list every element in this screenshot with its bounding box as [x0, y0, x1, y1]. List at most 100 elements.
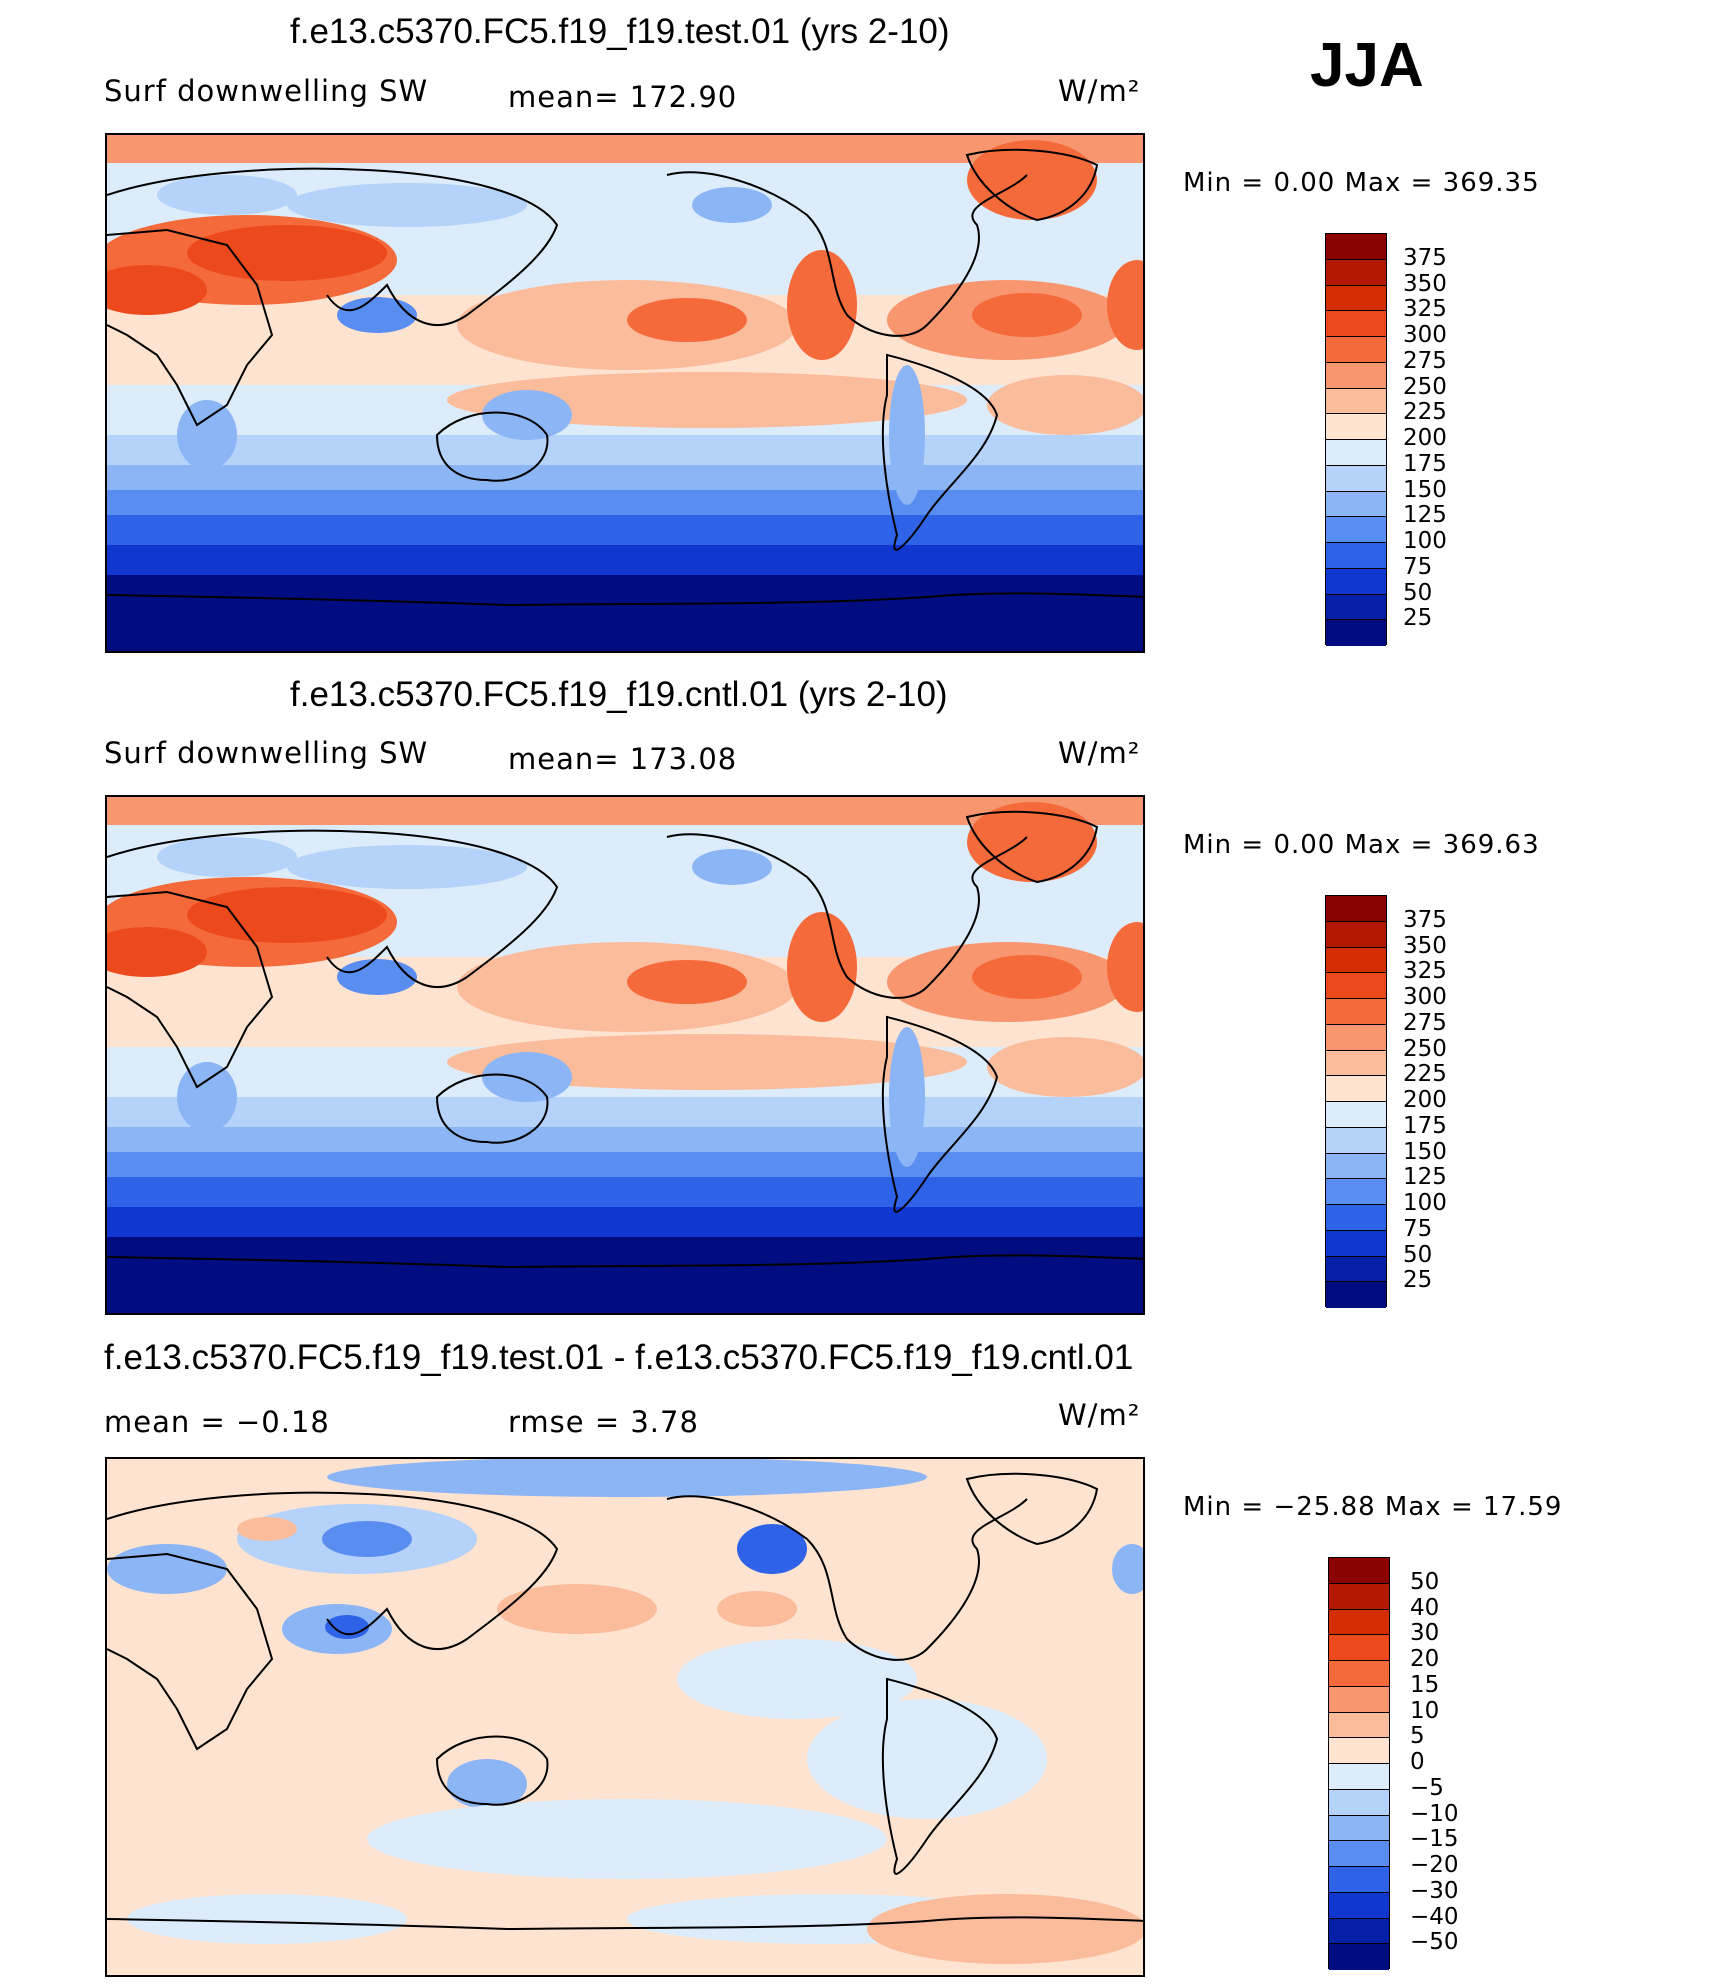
- colorbar-tick-label: 50: [1403, 1241, 1433, 1268]
- colorbar-swatch: [1326, 921, 1386, 948]
- colorbar-tick-label: 300: [1403, 322, 1447, 348]
- colorbar-swatch: [1329, 1867, 1389, 1893]
- colorbar-tick-label: 275: [1403, 347, 1447, 374]
- colorbar-swatch: [1326, 594, 1386, 621]
- colorbar-swatch: [1329, 1944, 1389, 1970]
- panel-top-variable: Surf downwelling SW: [104, 74, 429, 108]
- field-contour: [867, 1894, 1143, 1964]
- colorbar-tick-label: 200: [1403, 1087, 1447, 1113]
- colorbar-swatch: [1329, 1558, 1389, 1584]
- panel-top-mean: mean= 172.90: [508, 80, 738, 114]
- colorbar-swatch: [1329, 1738, 1389, 1764]
- colorbar-tick-label: 375: [1403, 906, 1447, 933]
- colorbar-swatch: [1329, 1686, 1389, 1713]
- panel-middle-units: W/m²: [1058, 736, 1141, 770]
- field-contour: [187, 225, 387, 281]
- colorbar-tick-label: −5: [1410, 1774, 1444, 1801]
- field-contour: [322, 1521, 412, 1557]
- field-band: [107, 575, 1143, 651]
- field-contour: [627, 960, 747, 1004]
- season-label: JJA: [1310, 31, 1424, 100]
- colorbar-tick-label: 40: [1410, 1594, 1440, 1621]
- colorbar-tick-label: 5: [1410, 1723, 1425, 1750]
- field-layer: [107, 1459, 1143, 1975]
- colorbar-swatch: [1326, 414, 1386, 440]
- panel-middle-mean: mean= 173.08: [508, 742, 738, 776]
- colorbar-tick-label: 325: [1403, 958, 1447, 985]
- field-contour: [287, 183, 527, 227]
- colorbar-top: [1325, 233, 1387, 646]
- colorbar-swatch: [1326, 973, 1386, 999]
- colorbar-swatch: [1326, 568, 1386, 595]
- colorbar-tick-label: −30: [1410, 1877, 1459, 1904]
- field-contour: [692, 187, 772, 223]
- field-contour: [737, 1524, 807, 1574]
- colorbar-tick-label: 100: [1403, 528, 1447, 554]
- panel-diff-units: W/m²: [1058, 1398, 1141, 1432]
- field-contour: [807, 1699, 1047, 1819]
- coastlines: [107, 810, 1143, 1269]
- field-contour: [497, 1584, 657, 1634]
- field-contour: [447, 1034, 967, 1090]
- field-contour: [627, 298, 747, 342]
- coastline-path: [881, 1015, 999, 1213]
- colorbar-swatch: [1326, 362, 1386, 389]
- colorbar-tick-label: 50: [1410, 1568, 1440, 1595]
- field-contour: [337, 959, 417, 995]
- colorbar-tick-label: 10: [1410, 1697, 1440, 1724]
- coastline-path: [435, 411, 549, 482]
- colorbar-tick-label: −50: [1410, 1929, 1459, 1956]
- coastline-path: [435, 1073, 549, 1144]
- coastline-path: [666, 833, 1028, 999]
- colorbar-tick-label: −40: [1410, 1903, 1459, 1930]
- panel-diff-minmax: Min = −25.88 Max = 17.59: [1183, 1492, 1563, 1522]
- colorbar-tick-label: 25: [1403, 605, 1433, 632]
- colorbar-swatch: [1326, 999, 1386, 1025]
- field-contour: [157, 837, 297, 877]
- colorbar-tick-label: 125: [1403, 1164, 1447, 1191]
- coastline-path: [107, 1254, 1143, 1269]
- map-panel-test: [105, 133, 1145, 653]
- field-contour: [287, 845, 527, 889]
- field-band: [107, 797, 1143, 825]
- colorbar-tick-label: 75: [1403, 553, 1433, 580]
- panel-diff-rmse: rmse = 3.78: [508, 1405, 699, 1439]
- colorbar-swatch: [1326, 1179, 1386, 1205]
- colorbar-tick-label: 275: [1403, 1009, 1447, 1036]
- field-band: [107, 1152, 1143, 1177]
- colorbar-tick-label: 150: [1403, 1138, 1447, 1165]
- colorbar-tick-label: 125: [1403, 502, 1447, 529]
- panel-top-units: W/m²: [1058, 74, 1141, 108]
- field-contour: [787, 250, 857, 360]
- field-contour: [327, 1459, 927, 1497]
- colorbar-swatch: [1326, 285, 1386, 312]
- panel-diff-mean: mean = −0.18: [104, 1405, 330, 1439]
- panel-top-title: f.e13.c5370.FC5.f19_f19.test.01 (yrs 2-1…: [290, 12, 950, 51]
- colorbar-tick-label: 100: [1403, 1190, 1447, 1216]
- colorbar-swatch: [1329, 1661, 1389, 1687]
- coastlines: [107, 148, 1143, 607]
- coastline-path: [881, 353, 999, 551]
- coastline-path: [666, 1495, 1028, 1661]
- colorbar-tick-label: −10: [1410, 1800, 1459, 1827]
- colorbar-tick-label: 225: [1403, 399, 1447, 426]
- field-contour: [787, 912, 857, 1022]
- field-layer: [107, 797, 1143, 1313]
- colorbar-swatch: [1326, 620, 1386, 646]
- colorbar-swatch: [1329, 1635, 1389, 1661]
- colorbar-swatch: [1326, 1024, 1386, 1051]
- panel-top-minmax: Min = 0.00 Max = 369.35: [1183, 168, 1540, 198]
- coastline-path: [965, 1472, 1099, 1546]
- field-layer: [107, 135, 1143, 651]
- colorbar-swatch: [1326, 1076, 1386, 1102]
- colorbar-tick-label: 300: [1403, 984, 1447, 1010]
- field-contour: [677, 1639, 917, 1719]
- colorbar-swatch: [1326, 491, 1386, 518]
- field-contour: [325, 1615, 369, 1639]
- colorbar-tick-label: 250: [1403, 1035, 1447, 1062]
- field-contour: [889, 365, 925, 505]
- colorbar-swatch: [1329, 1789, 1389, 1816]
- field-contour: [1107, 922, 1143, 1012]
- coastline-path: [107, 1491, 559, 1650]
- colorbar-middle: [1325, 895, 1387, 1308]
